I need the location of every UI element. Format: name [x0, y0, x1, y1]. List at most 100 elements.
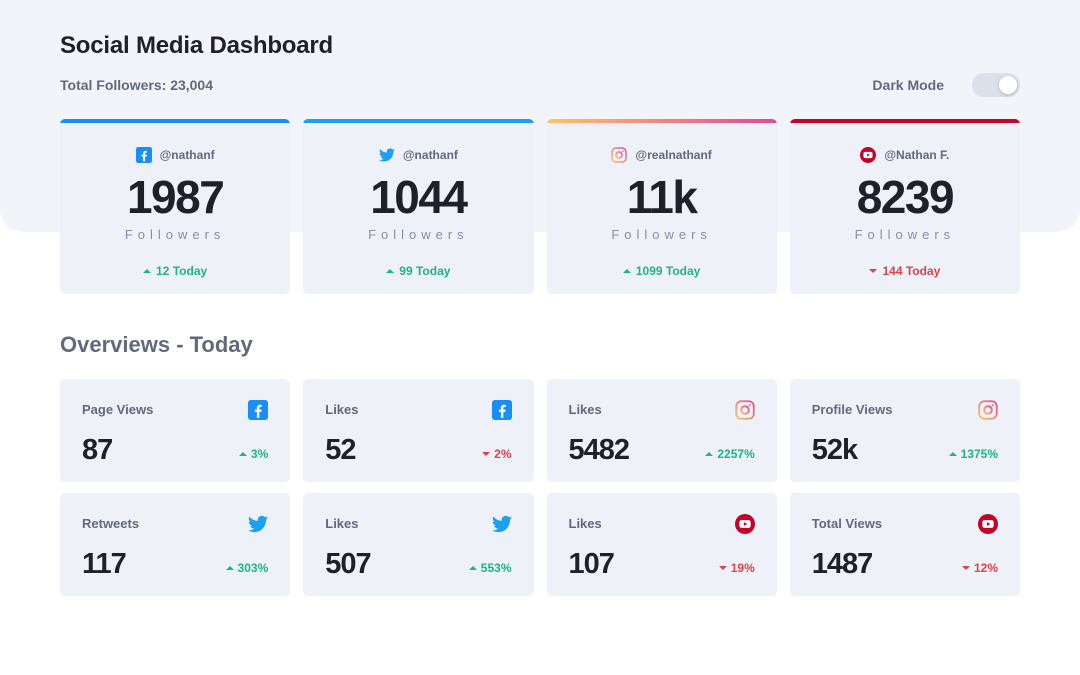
overview-card-bottom: 52 2% [325, 434, 512, 467]
trend-arrow-icon [718, 565, 727, 570]
twitter-icon [378, 147, 395, 163]
total-followers-text: Total Followers: 23,004 [60, 76, 214, 93]
follower-label: Followers [854, 226, 956, 242]
daily-change: 1099 Today [547, 264, 777, 278]
account-row: @nathanf [60, 146, 290, 163]
overview-grid: Page Views 87 3% Likes 52 2% Likes [60, 378, 1020, 596]
page-title: Social Media Dashboard [60, 32, 334, 59]
overview-card-top: Likes [569, 400, 755, 420]
overview-card: Likes 507 553% [303, 492, 534, 596]
follower-count: 8239 [856, 170, 955, 223]
trend-arrow-icon [622, 268, 631, 273]
metric-change: 2257% [705, 446, 755, 463]
overview-card: Page Views 87 3% [60, 378, 291, 482]
trend-arrow-icon [225, 565, 234, 570]
dark-mode-toggle[interactable] [972, 72, 1020, 97]
follower-card: @nathanf 1044 Followers 99 Today [303, 118, 534, 294]
account-handle: @Nathan F. [884, 147, 950, 162]
daily-change-text: 12 Today [156, 263, 208, 278]
metric-change-text: 1375% [960, 446, 998, 461]
overview-card: Profile Views 52k 1375% [789, 378, 1020, 482]
follower-card: @realnathanf 11k Followers 1099 Today [546, 118, 777, 294]
trend-arrow-icon [869, 268, 878, 273]
follower-label: Followers [124, 226, 226, 242]
follower-card: @Nathan F. 8239 Followers 144 Today [789, 118, 1020, 294]
metric-change: 12% [961, 561, 998, 577]
trend-arrow-icon [386, 268, 395, 273]
metric-value: 1487 [811, 548, 874, 581]
metric-change-text: 2% [494, 446, 512, 461]
metric-label: Likes [568, 402, 602, 418]
overview-card-top: Retweets [82, 514, 269, 534]
trend-arrow-icon [482, 451, 491, 456]
metric-change-text: 19% [730, 560, 755, 575]
overview-card-top: Total Views [811, 513, 998, 534]
overview-card-bottom: 5482 2257% [568, 434, 755, 467]
overview-card-bottom: 52k 1375% [811, 434, 998, 467]
youtube-icon [860, 146, 877, 163]
metric-label: Likes [325, 402, 359, 418]
daily-change: 12 Today [60, 264, 290, 278]
facebook-icon [135, 146, 152, 163]
youtube-icon [978, 513, 998, 534]
metric-change: 553% [468, 560, 512, 577]
metric-value: 52 [325, 434, 356, 467]
daily-change-text: 99 Today [399, 263, 451, 278]
metric-change: 3% [238, 447, 268, 463]
follower-count: 1044 [370, 170, 468, 223]
metric-value: 507 [325, 548, 371, 581]
metric-value: 52k [811, 434, 858, 467]
instagram-icon [611, 147, 628, 163]
metric-value: 5482 [568, 434, 631, 467]
follower-count: 11k [626, 170, 698, 223]
trend-arrow-icon [143, 268, 152, 273]
overview-card-top: Profile Views [812, 400, 998, 420]
dark-mode-label: Dark Mode [872, 76, 944, 93]
metric-change-text: 303% [237, 560, 269, 575]
follower-label: Followers [611, 226, 712, 242]
follower-count: 1987 [126, 170, 225, 223]
metric-label: Total Views [811, 516, 883, 532]
metric-label: Page Views [82, 402, 154, 418]
platform-accent-bar [303, 118, 534, 123]
overview-card-bottom: 117 303% [82, 550, 269, 579]
follower-label: Followers [368, 226, 469, 242]
metric-change: 1375% [948, 446, 998, 463]
follower-cards-grid: @nathanf 1987 Followers 12 Today @nathan… [60, 118, 1020, 294]
overview-card-bottom: 107 19% [569, 550, 755, 579]
account-row: @nathanf [303, 147, 533, 163]
account-handle: @realnathanf [635, 147, 712, 162]
metric-label: Likes [325, 516, 359, 532]
overview-card: Likes 107 19% [546, 492, 777, 596]
twitter-icon [248, 514, 269, 534]
toggle-knob-icon [999, 75, 1017, 94]
daily-change: 144 Today [790, 264, 1020, 278]
overview-card-top: Likes [325, 399, 512, 420]
facebook-icon [491, 399, 512, 420]
overview-card-bottom: 87 3% [82, 436, 268, 465]
instagram-icon [735, 400, 755, 420]
overview-card-top: Page Views [82, 399, 269, 420]
daily-change-text: 1099 Today [635, 263, 701, 278]
metric-change-text: 2257% [717, 446, 755, 461]
overview-card-bottom: 507 553% [325, 548, 512, 581]
trend-arrow-icon [948, 451, 957, 456]
trend-arrow-icon [705, 451, 714, 456]
account-row: @realnathanf [547, 147, 777, 163]
overview-card: Likes 5482 2257% [546, 378, 777, 482]
metric-label: Likes [568, 516, 602, 532]
overview-heading: Overviews - Today [60, 331, 253, 357]
follower-card: @nathanf 1987 Followers 12 Today [60, 118, 291, 294]
content: Social Media Dashboard Total Followers: … [60, 32, 1020, 596]
metric-change: 303% [225, 560, 269, 577]
metric-change: 2% [482, 446, 512, 463]
metric-change-text: 553% [480, 560, 512, 575]
trend-arrow-icon [468, 565, 477, 570]
account-handle: @nathanf [402, 147, 458, 162]
daily-change-text: 144 Today [882, 263, 941, 278]
instagram-icon [978, 400, 998, 420]
platform-accent-bar [546, 118, 777, 123]
header-row: Total Followers: 23,004 Dark Mode [60, 72, 1020, 97]
platform-accent-bar [60, 118, 291, 123]
